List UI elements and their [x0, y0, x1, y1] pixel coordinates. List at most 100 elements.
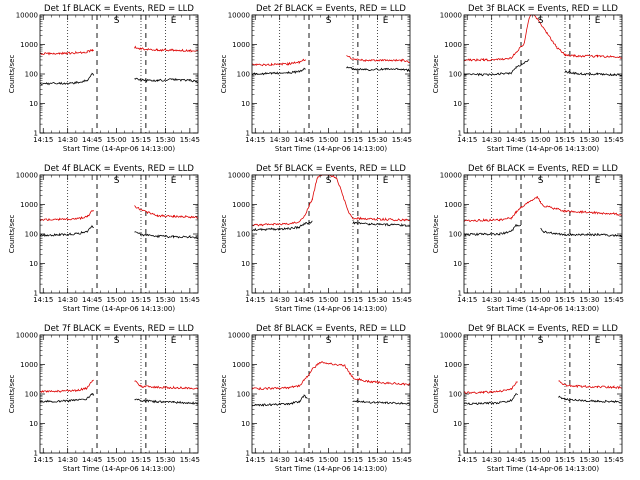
y-axis-label: Counts/sec: [432, 375, 440, 414]
x-tick-label: 15:00: [318, 136, 338, 144]
lld-series-line: [463, 380, 623, 395]
chart-title: Det 4f BLACK = Events, RED = LLD: [44, 164, 194, 174]
x-tick-label: 14:15: [33, 136, 53, 144]
y-tick-label: 10000: [16, 12, 38, 20]
x-tick-label: 15:15: [343, 136, 363, 144]
y-tick-label: 1000: [444, 201, 462, 209]
y-tick-label: 10: [241, 420, 250, 428]
x-tick-label: 15:30: [155, 296, 175, 304]
start-marker-label: S: [114, 336, 120, 346]
events-series-line: [39, 224, 199, 240]
x-tick-label: 14:30: [482, 456, 502, 464]
lld-series-line: [463, 196, 623, 223]
x-tick-label: 14:15: [33, 296, 53, 304]
x-tick-label: 14:15: [457, 456, 477, 464]
start-marker-label: S: [114, 16, 120, 26]
x-axis-label: Start Time (14-Apr-06 14:13:00): [275, 305, 387, 313]
x-tick-label: 14:15: [245, 296, 265, 304]
events-series-line: [40, 72, 198, 86]
x-axis-label: Start Time (14-Apr-06 14:13:00): [487, 305, 599, 313]
x-tick-label: 15:45: [392, 456, 412, 464]
chart-panel-3: Det 3f BLACK = Events, RED = LLD 1 10 100 10…: [432, 4, 624, 153]
y-tick-label: 1000: [20, 361, 38, 369]
x-tick-label: 15:15: [555, 136, 575, 144]
y-tick-label: 10000: [440, 172, 462, 180]
y-tick-label: 100: [449, 231, 462, 239]
lld-series-line: [251, 55, 411, 67]
chart-panel-1: Det 1f BLACK = Events, RED = LLD 1 10 100 10…: [8, 4, 200, 153]
chart-panel-4: Det 4f BLACK = Events, RED = LLD 1 10 100 10…: [8, 164, 200, 313]
y-tick-label: 100: [25, 71, 38, 79]
y-tick-label: 100: [25, 391, 38, 399]
x-tick-label: 14:30: [270, 456, 290, 464]
y-axis-label: Counts/sec: [432, 55, 440, 94]
plot-frame: [251, 334, 411, 454]
x-tick-label: 14:45: [82, 136, 102, 144]
x-tick-label: 15:00: [318, 296, 338, 304]
y-tick-label: 10000: [440, 12, 462, 20]
x-tick-label: 15:15: [343, 456, 363, 464]
x-axis-label: Start Time (14-Apr-06 14:13:00): [275, 465, 387, 473]
x-tick-label: 15:15: [343, 296, 363, 304]
x-axis-label: Start Time (14-Apr-06 14:13:00): [63, 145, 175, 153]
x-tick-label: 15:00: [106, 296, 126, 304]
events-series-line: [463, 393, 622, 406]
y-tick-label: 1: [458, 130, 462, 138]
x-tick-label: 15:45: [604, 136, 624, 144]
x-tick-label: 14:30: [270, 136, 290, 144]
x-tick-label: 15:45: [180, 136, 200, 144]
lld-series-line: [251, 361, 411, 391]
start-marker-label: S: [114, 176, 120, 186]
y-tick-label: 10: [241, 100, 250, 108]
y-tick-label: 10: [29, 260, 38, 268]
x-tick-label: 14:15: [245, 456, 265, 464]
y-tick-label: 1000: [20, 41, 38, 49]
x-tick-label: 15:45: [180, 296, 200, 304]
y-tick-label: 1: [246, 290, 250, 298]
y-tick-label: 10000: [228, 332, 250, 340]
x-tick-label: 15:00: [530, 456, 550, 464]
x-tick-label: 15:15: [555, 296, 575, 304]
x-tick-label: 15:00: [530, 136, 550, 144]
x-tick-label: 15:15: [131, 136, 151, 144]
y-tick-label: 100: [449, 391, 462, 399]
events-series-line: [251, 66, 411, 76]
chart-title: Det 5f BLACK = Events, RED = LLD: [256, 164, 406, 174]
y-tick-label: 100: [449, 71, 462, 79]
y-tick-label: 10000: [440, 332, 462, 340]
x-tick-label: 15:15: [131, 296, 151, 304]
end-marker-label: E: [171, 176, 177, 186]
end-marker-label: E: [595, 16, 601, 26]
end-marker-label: E: [383, 336, 389, 346]
end-marker-label: E: [171, 336, 177, 346]
y-tick-label: 100: [237, 71, 250, 79]
chart-title: Det 7f BLACK = Events, RED = LLD: [44, 324, 194, 334]
end-marker-label: E: [171, 16, 177, 26]
y-tick-label: 1: [34, 130, 38, 138]
chart-panel-6: Det 6f BLACK = Events, RED = LLD 1 10 100 10…: [432, 164, 624, 313]
y-tick-label: 10: [29, 420, 38, 428]
y-axis-label: Counts/sec: [8, 215, 16, 254]
y-tick-label: 100: [237, 391, 250, 399]
start-marker-label: S: [326, 176, 332, 186]
x-tick-label: 15:45: [604, 456, 624, 464]
chart-panel-9: Det 9f BLACK = Events, RED = LLD 1 10 100 10…: [432, 324, 624, 473]
x-tick-label: 14:15: [457, 296, 477, 304]
start-marker-label: S: [326, 336, 332, 346]
y-axis-label: Counts/sec: [220, 215, 228, 254]
events-series-line: [251, 220, 411, 232]
y-tick-label: 10000: [16, 332, 38, 340]
end-marker-label: E: [383, 16, 389, 26]
x-axis-label: Start Time (14-Apr-06 14:13:00): [487, 145, 599, 153]
chart-title: Det 8f BLACK = Events, RED = LLD: [256, 324, 406, 334]
x-tick-label: 15:30: [579, 136, 599, 144]
events-series-line: [463, 224, 623, 238]
start-marker-label: S: [538, 16, 544, 26]
plot-frame: [39, 14, 199, 134]
y-tick-label: 1000: [444, 41, 462, 49]
y-tick-label: 1000: [20, 201, 38, 209]
x-tick-label: 15:30: [367, 296, 387, 304]
end-marker-label: E: [595, 176, 601, 186]
x-axis-label: Start Time (14-Apr-06 14:13:00): [487, 465, 599, 473]
